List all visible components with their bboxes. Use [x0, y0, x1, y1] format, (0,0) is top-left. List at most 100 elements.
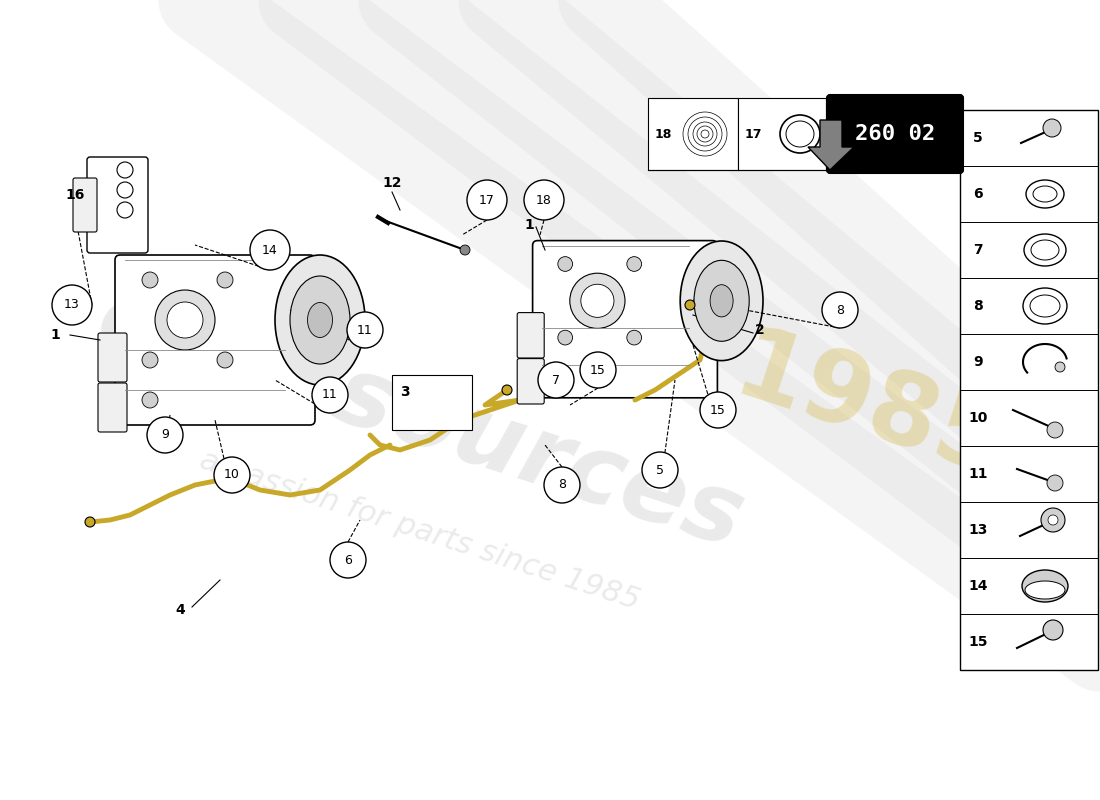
Ellipse shape	[780, 115, 820, 153]
Text: 8: 8	[558, 478, 566, 491]
Ellipse shape	[308, 302, 332, 338]
FancyBboxPatch shape	[532, 241, 717, 398]
Circle shape	[502, 385, 512, 395]
Circle shape	[312, 377, 348, 413]
Circle shape	[167, 302, 204, 338]
Text: 7: 7	[552, 374, 560, 386]
Circle shape	[558, 367, 573, 382]
Text: 16: 16	[65, 188, 85, 202]
Text: 10: 10	[968, 411, 988, 425]
Text: 8: 8	[974, 299, 983, 313]
Text: 6: 6	[344, 554, 352, 566]
Ellipse shape	[1033, 186, 1057, 202]
Text: 8: 8	[836, 303, 844, 317]
Circle shape	[155, 290, 214, 350]
Text: 3: 3	[400, 385, 409, 399]
Ellipse shape	[680, 241, 763, 361]
Text: 260 02: 260 02	[855, 124, 935, 144]
FancyBboxPatch shape	[98, 333, 126, 382]
Ellipse shape	[1030, 295, 1060, 317]
Circle shape	[117, 162, 133, 178]
Ellipse shape	[694, 260, 749, 342]
Text: 7: 7	[974, 243, 982, 257]
Text: 11: 11	[322, 389, 338, 402]
FancyBboxPatch shape	[960, 110, 1098, 670]
Text: 18: 18	[536, 194, 552, 206]
Circle shape	[544, 467, 580, 503]
Circle shape	[52, 285, 92, 325]
Circle shape	[822, 292, 858, 328]
Circle shape	[524, 180, 564, 220]
Ellipse shape	[1023, 288, 1067, 324]
Text: 11: 11	[358, 323, 373, 337]
FancyBboxPatch shape	[392, 375, 472, 430]
Ellipse shape	[275, 255, 365, 385]
Circle shape	[217, 272, 233, 288]
Ellipse shape	[1022, 570, 1068, 602]
Text: 17: 17	[480, 194, 495, 206]
Circle shape	[697, 126, 713, 142]
Ellipse shape	[1024, 234, 1066, 266]
Ellipse shape	[1026, 180, 1064, 208]
Circle shape	[1043, 119, 1062, 137]
Circle shape	[346, 312, 383, 348]
Text: 18: 18	[654, 127, 672, 141]
Ellipse shape	[290, 276, 350, 364]
Circle shape	[1047, 422, 1063, 438]
Text: 11: 11	[968, 467, 988, 481]
Circle shape	[1048, 515, 1058, 525]
Circle shape	[117, 182, 133, 198]
Text: eurosources: eurosources	[86, 272, 755, 568]
Circle shape	[581, 284, 614, 318]
Circle shape	[214, 457, 250, 493]
Text: 13: 13	[968, 523, 988, 537]
Circle shape	[558, 257, 573, 271]
Ellipse shape	[1025, 581, 1065, 599]
Circle shape	[117, 202, 133, 218]
Text: 17: 17	[745, 127, 761, 141]
Circle shape	[1047, 475, 1063, 491]
Text: 5: 5	[974, 131, 983, 145]
Circle shape	[701, 130, 710, 138]
Circle shape	[468, 180, 507, 220]
Ellipse shape	[1031, 240, 1059, 260]
Circle shape	[580, 352, 616, 388]
Circle shape	[627, 257, 641, 271]
Circle shape	[642, 452, 678, 488]
Text: 6: 6	[974, 187, 982, 201]
Text: 10: 10	[224, 469, 240, 482]
Text: 15: 15	[968, 635, 988, 649]
Text: 4: 4	[175, 603, 185, 617]
Text: 15: 15	[711, 403, 726, 417]
FancyBboxPatch shape	[648, 98, 738, 170]
Circle shape	[693, 122, 717, 146]
FancyBboxPatch shape	[517, 358, 544, 404]
Circle shape	[685, 300, 695, 310]
Circle shape	[700, 392, 736, 428]
Ellipse shape	[786, 121, 814, 147]
Circle shape	[147, 417, 183, 453]
FancyBboxPatch shape	[73, 178, 97, 232]
Circle shape	[250, 230, 290, 270]
Circle shape	[142, 272, 158, 288]
FancyBboxPatch shape	[738, 98, 826, 170]
Text: 9: 9	[974, 355, 982, 369]
Text: 2: 2	[755, 323, 764, 337]
Text: 9: 9	[161, 429, 169, 442]
Circle shape	[142, 352, 158, 368]
Circle shape	[217, 352, 233, 368]
Text: 14: 14	[968, 579, 988, 593]
Circle shape	[538, 362, 574, 398]
FancyBboxPatch shape	[517, 313, 544, 358]
Text: 5: 5	[656, 463, 664, 477]
Circle shape	[1043, 620, 1063, 640]
Text: 14: 14	[262, 243, 278, 257]
Circle shape	[683, 112, 727, 156]
Polygon shape	[808, 120, 854, 170]
Circle shape	[460, 245, 470, 255]
Circle shape	[627, 330, 641, 345]
Circle shape	[142, 392, 158, 408]
Text: 1985: 1985	[723, 321, 1018, 499]
Circle shape	[570, 274, 625, 328]
FancyBboxPatch shape	[116, 255, 315, 425]
